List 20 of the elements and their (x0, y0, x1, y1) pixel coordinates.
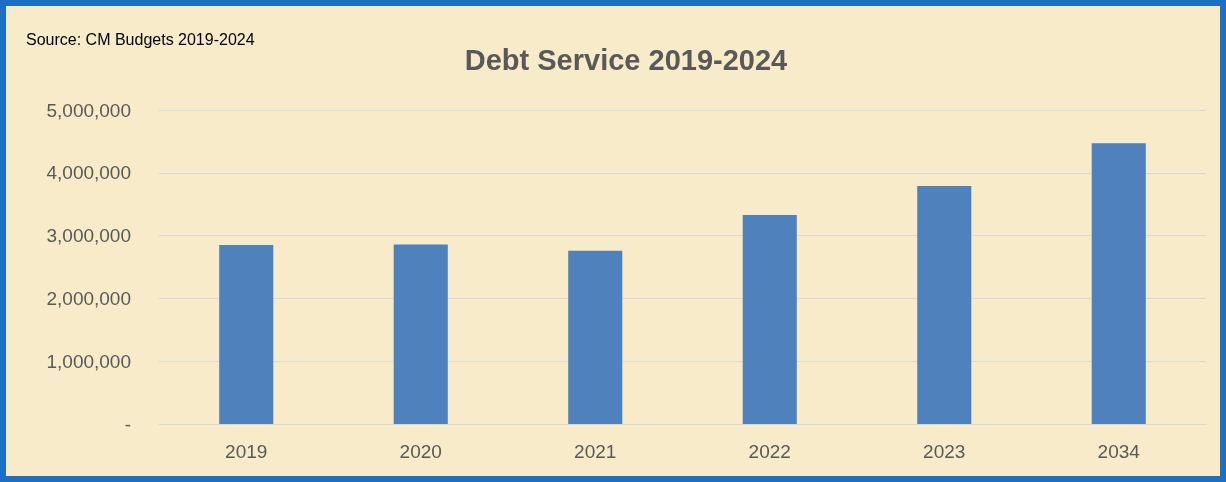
bar (219, 245, 274, 424)
y-tick-label: 3,000,000 (46, 225, 131, 247)
bar (1091, 143, 1146, 424)
source-note: Source: CM Budgets 2019-2024 (26, 30, 255, 48)
x-tick-label: 2019 (225, 441, 268, 462)
y-tick-label: 5,000,000 (46, 99, 131, 121)
x-tick-label: 2034 (1097, 441, 1141, 462)
chart-title: Debt Service 2019-2024 (464, 43, 788, 76)
y-tick-label: 4,000,000 (46, 162, 131, 184)
y-tick-label: 1,000,000 (46, 350, 131, 372)
bar (568, 250, 623, 424)
bar (917, 185, 972, 424)
x-tick-label: 2023 (923, 441, 966, 462)
x-tick-label: 2020 (399, 441, 442, 462)
bar (393, 244, 448, 424)
y-tick-label: 2,000,000 (46, 287, 131, 309)
x-tick-label: 2022 (748, 441, 791, 462)
y-tick-label: - (124, 413, 131, 435)
bar (742, 214, 797, 424)
x-tick-label: 2021 (574, 441, 617, 462)
